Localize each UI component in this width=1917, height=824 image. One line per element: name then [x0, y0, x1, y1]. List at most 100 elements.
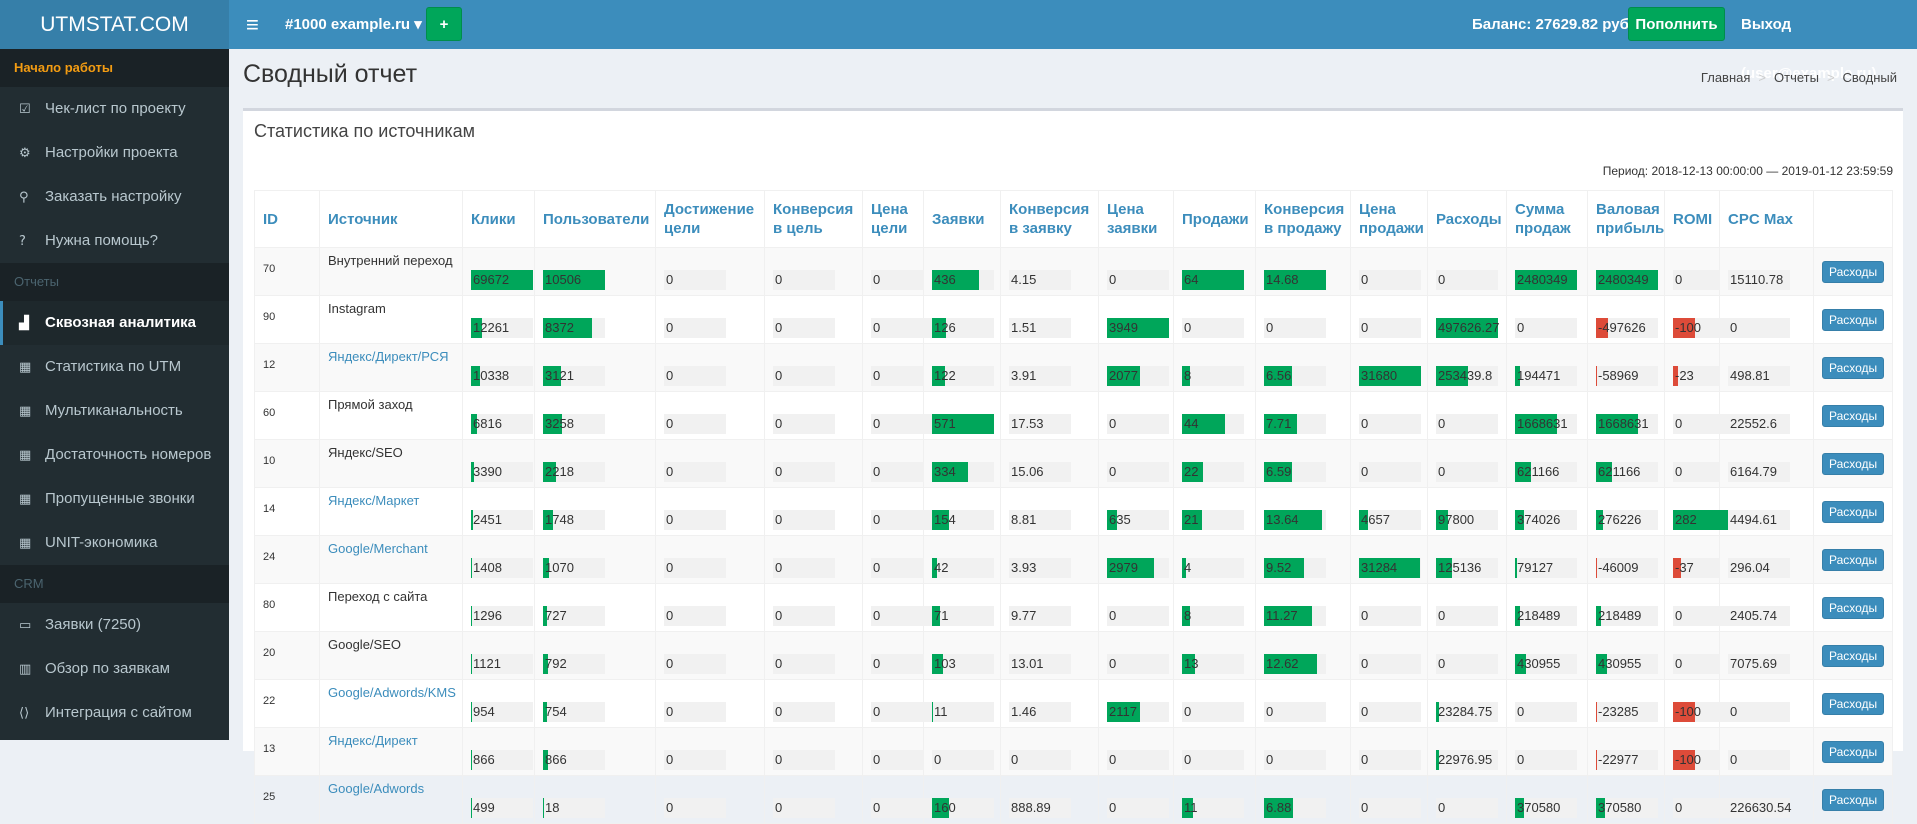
column-header[interactable]: Валовая прибыль — [1588, 191, 1665, 248]
source[interactable]: Google/Adwords/KMS — [320, 680, 463, 728]
sidebar-item[interactable]: ▟Сквозная аналитика — [0, 301, 229, 345]
expenses-button[interactable]: Расходы — [1822, 309, 1884, 331]
bar-track: 296.04 — [1728, 558, 1790, 578]
column-header[interactable]: Расходы — [1428, 191, 1507, 248]
cell: 13.64 — [1256, 488, 1351, 536]
source[interactable]: Яндекс/Маркет — [320, 488, 463, 536]
bar-track: 6.88 — [1264, 798, 1326, 818]
bar-track: 3.91 — [1009, 366, 1071, 386]
cell-value: 3390 — [471, 462, 533, 482]
column-header[interactable]: Продажи — [1174, 191, 1256, 248]
cell: 0 — [1428, 440, 1507, 488]
expenses-button[interactable]: Расходы — [1822, 741, 1884, 763]
sidebar-item[interactable]: ▭Заявки (7250) — [0, 603, 229, 647]
bar-track: 11 — [1182, 798, 1244, 818]
cell-value: 0 — [1515, 702, 1577, 722]
icon: ⟨⟩ — [19, 692, 45, 736]
bar-track: 0 — [1107, 270, 1169, 290]
sidebar-item[interactable]: ⚲Заказать настройку — [0, 175, 229, 219]
cell: 22552.6 — [1720, 392, 1814, 440]
menu-toggle[interactable]: ≡ — [246, 0, 259, 49]
sidebar-item[interactable]: ▦Статистика по UTM — [0, 345, 229, 389]
expenses-button[interactable]: Расходы — [1822, 789, 1884, 811]
cell-value: 497626.27 — [1436, 318, 1498, 338]
sidebar-item[interactable]: ?Нужна помощь? — [0, 219, 229, 263]
expenses-button[interactable]: Расходы — [1822, 261, 1884, 283]
sidebar-item[interactable]: ☑Чек-лист по проекту — [0, 87, 229, 131]
breadcrumb[interactable]: Главная — [1701, 70, 1750, 85]
sidebar-item[interactable]: ▦Достаточность номеров — [0, 433, 229, 477]
sidebar-item[interactable]: ▥Обзор по заявкам — [0, 647, 229, 691]
sidebar-item[interactable]: ⚙Настройки проекта — [0, 131, 229, 175]
column-header[interactable]: ROMI — [1665, 191, 1720, 248]
cell: 0 — [1665, 632, 1720, 680]
cell: 0 — [1665, 584, 1720, 632]
column-header[interactable]: Заявки — [924, 191, 1001, 248]
cell-value: 8.81 — [1009, 510, 1071, 530]
bar-track: 1.46 — [1009, 702, 1071, 722]
bar-track: 4 — [1182, 558, 1244, 578]
sidebar-label: Заказать настройку — [45, 188, 182, 205]
cell: 1408 — [463, 536, 535, 584]
column-header[interactable]: Конверсия в продажу — [1256, 191, 1351, 248]
bar-track: 954 — [471, 702, 533, 722]
column-header[interactable]: Источник — [320, 191, 463, 248]
column-header[interactable]: Пользователи — [535, 191, 656, 248]
column-header[interactable]: Сумма продаж — [1507, 191, 1588, 248]
sidebar-label: Настройки проекта — [45, 144, 178, 161]
expenses-button[interactable]: Расходы — [1822, 405, 1884, 427]
cell-value: 0 — [1107, 606, 1169, 626]
expenses-button[interactable]: Расходы — [1822, 693, 1884, 715]
cell: 754 — [535, 680, 656, 728]
expenses-button[interactable]: Расходы — [1822, 597, 1884, 619]
expenses-button[interactable]: Расходы — [1822, 501, 1884, 523]
sidebar-item[interactable]: ▦Пропущенные звонки — [0, 477, 229, 521]
source: Внутренний переход — [320, 248, 463, 296]
column-header[interactable]: Конверсия в цель — [765, 191, 863, 248]
cell-value: 8 — [1182, 606, 1244, 626]
logo[interactable]: UTMSTAT.COM — [0, 0, 229, 49]
bar-track: 0 — [1264, 702, 1326, 722]
cell: 0 — [765, 488, 863, 536]
icon: ▦ — [19, 478, 45, 522]
cell: 497626.27 — [1428, 296, 1507, 344]
expenses-button[interactable]: Расходы — [1822, 453, 1884, 475]
sidebar-item[interactable]: ▦UNIT-экономика — [0, 521, 229, 565]
bar-track: 334 — [932, 462, 994, 482]
cell: 621166 — [1588, 440, 1665, 488]
source[interactable]: Яндекс/Директ — [320, 728, 463, 776]
expenses-button[interactable]: Расходы — [1822, 645, 1884, 667]
cell-value: 31284 — [1359, 558, 1421, 578]
column-header[interactable]: Достижение цели — [656, 191, 765, 248]
sidebar-item[interactable]: ▦Мультиканальность — [0, 389, 229, 433]
add-button[interactable]: + — [426, 7, 462, 41]
source[interactable]: Яндекс/Директ/РСЯ — [320, 344, 463, 392]
cell: 12261 — [463, 296, 535, 344]
expenses-button[interactable]: Расходы — [1822, 549, 1884, 571]
cell-value: -23285 — [1596, 702, 1658, 722]
expenses-button[interactable]: Расходы — [1822, 357, 1884, 379]
cell: 0 — [1099, 584, 1174, 632]
cell-value: 15.06 — [1009, 462, 1071, 482]
cell-value: 0 — [1264, 750, 1326, 770]
cell: 0 — [1665, 776, 1720, 824]
column-header[interactable]: Конверсия в заявку — [1001, 191, 1099, 248]
column-header[interactable]: Цена заявки — [1099, 191, 1174, 248]
source[interactable]: Google/Merchant — [320, 536, 463, 584]
cell: 888.89 — [1001, 776, 1099, 824]
column-header[interactable]: Цена продажи — [1351, 191, 1428, 248]
column-header[interactable]: ID — [255, 191, 320, 248]
cell-value: 0 — [1436, 414, 1498, 434]
bar-track: 0 — [773, 654, 835, 674]
project-select[interactable]: #1000 example.ru ▾ — [285, 0, 422, 49]
column-header[interactable]: CPC Max — [1720, 191, 1814, 248]
column-header[interactable]: Цена цели — [863, 191, 924, 248]
breadcrumb[interactable]: Отчеты — [1774, 70, 1819, 85]
column-header[interactable]: Клики — [463, 191, 535, 248]
source[interactable]: Google/Adwords — [320, 776, 463, 824]
bar-track: 0 — [773, 318, 835, 338]
sidebar-item[interactable]: ⟨⟩Интеграция с сайтом — [0, 691, 229, 735]
topup-button[interactable]: Пополнить — [1628, 7, 1725, 41]
cell: 11.27 — [1256, 584, 1351, 632]
bar-track: 0 — [1359, 462, 1421, 482]
